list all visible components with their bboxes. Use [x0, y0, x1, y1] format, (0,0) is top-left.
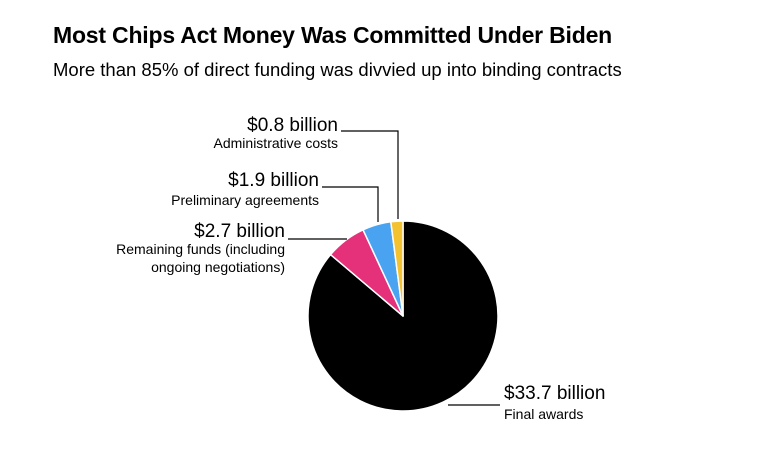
slice-value-label: $2.7 billion — [194, 221, 285, 242]
slice-description-label: Administrative costs — [214, 135, 338, 151]
slice-value-label: $1.9 billion — [228, 170, 319, 191]
slice-description-label: Remaining funds (including — [116, 241, 285, 257]
slice-administrative-costs — [390, 220, 404, 317]
slice-description-label: Preliminary agreements — [171, 192, 319, 208]
leader-line-administrative-costs — [341, 130, 399, 219]
chart-subtitle: More than 85% of direct funding was divv… — [53, 59, 622, 80]
leader-line-preliminary-agreements — [322, 186, 379, 222]
slice-description-label: ongoing negotiations) — [151, 259, 285, 275]
slice-description-label: Final awards — [504, 406, 583, 422]
chart-title: Most Chips Act Money Was Committed Under… — [53, 22, 613, 48]
slice-value-label: $0.8 billion — [247, 115, 338, 136]
slice-value-label: $33.7 billion — [504, 383, 605, 404]
